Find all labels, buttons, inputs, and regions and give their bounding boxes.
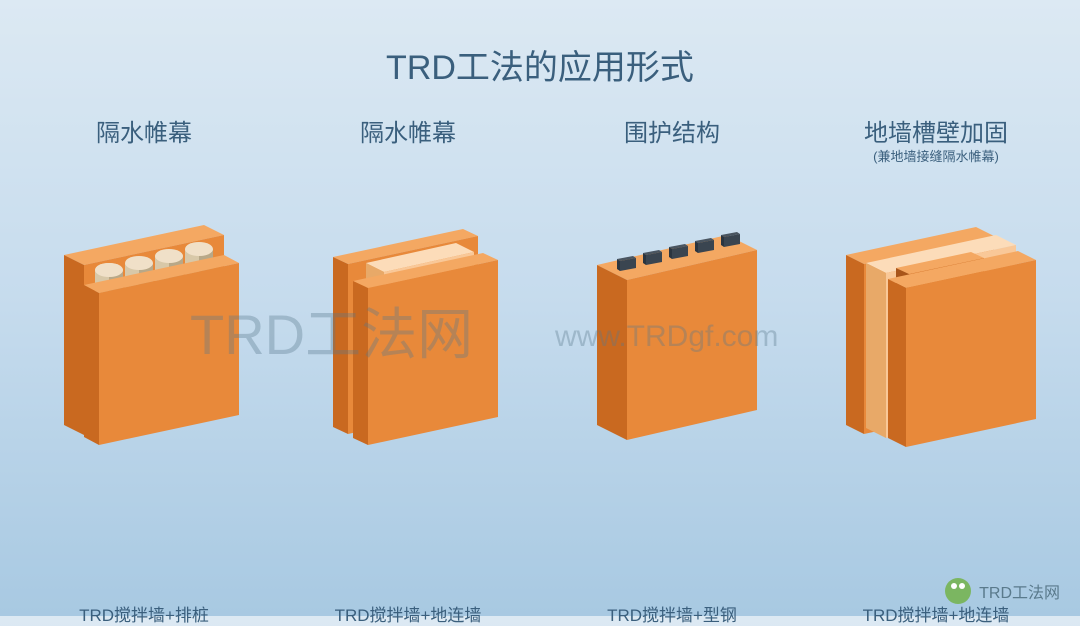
caption-4: TRD搅拌墙+地连墙	[816, 601, 1056, 626]
footer: TRD工法网	[945, 578, 1060, 604]
diagram-row: 隔水帷幕	[0, 120, 1080, 530]
col4-title: 地墙槽壁加固 (兼地墙接缝隔水帷幕)	[864, 120, 1008, 180]
diagram-2	[298, 185, 518, 455]
caption-2: TRD搅拌墙+地连墙	[288, 601, 528, 626]
wechat-icon	[945, 578, 971, 604]
col4-subtitle: (兼地墙接缝隔水帷幕)	[864, 149, 1008, 165]
diagram-3	[562, 185, 782, 455]
col2-title: 隔水帷幕	[360, 120, 456, 180]
diagram-1	[34, 185, 254, 455]
column-4: 地墙槽壁加固 (兼地墙接缝隔水帷幕)	[816, 120, 1056, 455]
column-3: 围护结构	[552, 120, 792, 455]
col1-title: 隔水帷幕	[96, 120, 192, 180]
caption-1: TRD搅拌墙+排桩	[24, 601, 264, 626]
caption-3: TRD搅拌墙+型钢	[552, 601, 792, 626]
column-1: 隔水帷幕	[24, 120, 264, 455]
page-title: TRD工法的应用形式	[0, 40, 1080, 89]
diagram-4	[826, 185, 1046, 455]
column-2: 隔水帷幕	[288, 120, 528, 455]
caption-row: TRD搅拌墙+排桩 TRD搅拌墙+地连墙 TRD搅拌墙+型钢 TRD搅拌墙+地连…	[0, 601, 1080, 626]
footer-label: TRD工法网	[979, 579, 1060, 603]
col3-title: 围护结构	[624, 120, 720, 180]
